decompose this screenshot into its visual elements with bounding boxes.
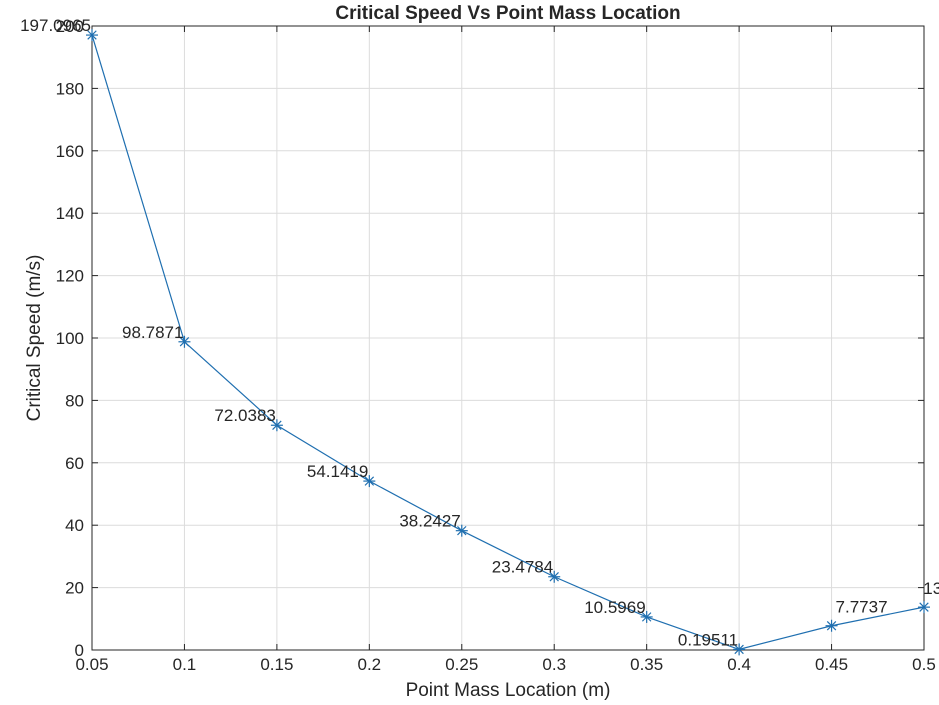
data-label: 98.7871 bbox=[122, 323, 183, 342]
y-tick-label: 40 bbox=[65, 516, 84, 535]
y-tick-label: 80 bbox=[65, 391, 84, 410]
x-tick-label: 0.2 bbox=[358, 655, 382, 674]
y-tick-label: 180 bbox=[56, 79, 84, 98]
y-tick-label: 20 bbox=[65, 579, 84, 598]
x-axis-label: Point Mass Location (m) bbox=[406, 680, 611, 701]
x-tick-label: 0.1 bbox=[173, 655, 197, 674]
x-tick-label: 0.5 bbox=[912, 655, 936, 674]
y-tick-label: 160 bbox=[56, 142, 84, 161]
chart-title: Critical Speed Vs Point Mass Location bbox=[335, 3, 680, 24]
data-label: 38.2427 bbox=[399, 512, 460, 531]
x-tick-label: 0.4 bbox=[727, 655, 751, 674]
y-axis-label: Critical Speed (m/s) bbox=[24, 255, 45, 422]
x-tick-label: 0.3 bbox=[542, 655, 566, 674]
data-label: 0.19511 bbox=[678, 630, 738, 649]
x-tick-label: 0.45 bbox=[815, 655, 848, 674]
y-tick-label: 60 bbox=[65, 454, 84, 473]
y-tick-label: 120 bbox=[56, 267, 84, 286]
x-tick-label: 0.35 bbox=[630, 655, 663, 674]
data-point-marker bbox=[826, 620, 838, 632]
data-labels: 197.0965 98.7871 72.0383 54.1419 38.2427 23.4… bbox=[20, 16, 939, 649]
y-tick-label: 140 bbox=[56, 204, 84, 223]
data-label: 72.0383 bbox=[214, 406, 275, 425]
data-label: 7.7737 bbox=[836, 598, 888, 617]
data-label: 13.7383 bbox=[923, 579, 939, 598]
y-tick-label: 100 bbox=[56, 329, 84, 348]
data-point-marker bbox=[918, 601, 930, 613]
data-label: 54.1419 bbox=[307, 462, 368, 481]
data-label: 23.4784 bbox=[492, 558, 553, 577]
x-tick-label: 0.25 bbox=[445, 655, 478, 674]
grid bbox=[92, 26, 924, 650]
y-tick-label: 0 bbox=[75, 641, 84, 660]
x-tick-label: 0.15 bbox=[260, 655, 293, 674]
x-tick-labels: 0.05 0.1 0.15 0.2 0.25 0.3 0.35 0.4 0.45 0.5 bbox=[75, 655, 935, 674]
data-label: 10.5969 bbox=[584, 598, 645, 617]
data-label: 197.0965 bbox=[20, 16, 91, 35]
